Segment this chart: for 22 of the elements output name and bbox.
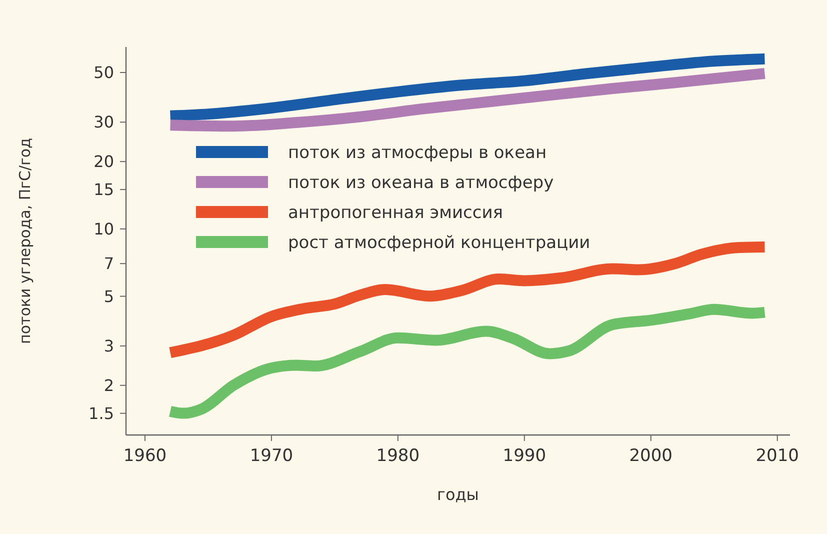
legend-label: рост атмосферной концентрации [288, 232, 590, 253]
x-tick-label: 1980 [376, 446, 420, 466]
y-tick-label: 5 [104, 286, 114, 306]
x-tick-label: 2000 [629, 446, 673, 466]
y-axis-title: потоки углерода, ПгС/год [16, 138, 34, 344]
x-tick-label: 2010 [756, 446, 799, 466]
x-axis-title: годы [437, 485, 479, 504]
y-tick-label: 2 [104, 376, 114, 395]
legend-label: поток из океана в атмосферу [288, 172, 554, 193]
x-tick-label: 1990 [502, 446, 546, 466]
y-tick-label: 7 [104, 254, 114, 274]
y-tick-label: 30 [94, 112, 114, 132]
y-tick-label: 10 [94, 220, 114, 239]
y-tick-label: 1.5 [88, 404, 114, 423]
y-tick-label: 50 [94, 63, 114, 82]
legend-label: поток из атмосферы в океан [288, 142, 547, 163]
x-tick-label: 1960 [123, 446, 167, 466]
y-tick-label: 15 [94, 180, 114, 200]
legend-label: антропогенная эмиссия [288, 202, 503, 223]
y-tick-label: 3 [104, 336, 114, 356]
y-tick-label: 20 [94, 152, 114, 172]
x-tick-label: 1970 [250, 446, 294, 466]
